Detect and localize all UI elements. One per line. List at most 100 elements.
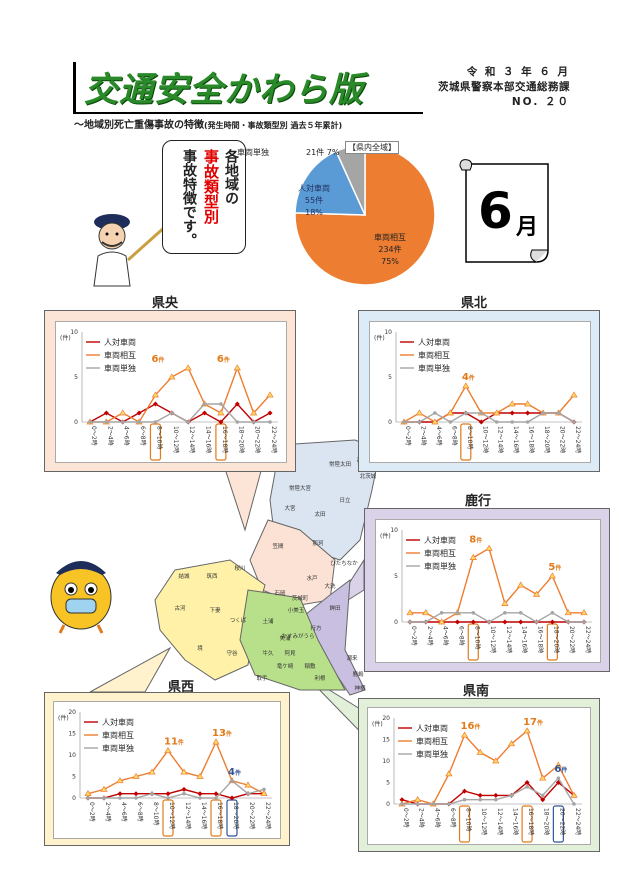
y-tick-label: 5	[388, 374, 392, 381]
data-point	[438, 618, 446, 625]
data-point	[170, 411, 174, 415]
data-point	[582, 620, 586, 624]
x-tick-label: 12～14時	[505, 626, 513, 653]
data-point	[454, 619, 460, 625]
y-tick-label: 10	[384, 329, 392, 336]
data-point	[400, 802, 404, 806]
data-point	[166, 796, 170, 800]
legend-label: 車両単独	[424, 561, 456, 571]
peak-annotation: 6件	[554, 764, 567, 775]
y-tick-label: 0	[394, 619, 398, 626]
x-tick-label: 0～2時	[90, 426, 98, 446]
peak-annotation: 8件	[469, 534, 482, 545]
data-point	[134, 796, 138, 800]
data-point	[503, 611, 507, 615]
data-point	[152, 401, 158, 407]
month-suffix: 月	[515, 215, 538, 240]
month-scroll: 6 月	[459, 159, 549, 263]
data-point	[431, 418, 439, 425]
data-point	[168, 373, 176, 380]
map-label: 鹿嶋	[352, 670, 364, 678]
data-point	[502, 619, 508, 625]
pie-label-pedestrian: 人対車両 55件 18%	[298, 183, 330, 219]
data-point	[550, 611, 555, 615]
highlight-box	[210, 799, 222, 837]
data-point	[182, 791, 186, 796]
map-label: つくば	[230, 616, 247, 624]
issue-date: 令 和 ３ 年 ６ 月	[466, 66, 570, 78]
data-point	[267, 410, 273, 416]
x-tick-label: 4～6時	[120, 802, 128, 822]
data-point	[417, 420, 422, 424]
x-tick-label: 8～10時	[152, 802, 160, 825]
pie-label-single-count: 21件	[306, 148, 325, 157]
map-label: 下妻	[209, 606, 221, 614]
data-point	[102, 796, 106, 800]
y-tick-label: 0	[388, 419, 392, 426]
panel-kennan: (件) 0 5 10 15 20 0～2時 2～4時 4～6時 6～8時 8～10時 10～12時 12…	[358, 698, 600, 852]
highlight-box	[458, 805, 471, 843]
pie-label-mutual-name: 車両相互	[374, 233, 406, 242]
x-tick-label: 2～4時	[104, 802, 112, 822]
map-label: 日立	[339, 496, 351, 504]
y-unit: (件)	[60, 334, 71, 342]
data-point	[196, 772, 204, 779]
data-point	[84, 790, 92, 797]
x-tick-label: 0～2時	[88, 802, 96, 822]
map-label: 常陸太田	[329, 460, 351, 468]
x-tick-label: 12～14時	[184, 802, 192, 829]
series-line	[401, 781, 575, 805]
map-label: 取手	[256, 674, 268, 682]
data-point	[460, 731, 469, 738]
data-point	[262, 787, 266, 792]
data-point	[229, 795, 235, 801]
data-point	[462, 382, 470, 389]
x-tick-label: 6～8時	[450, 426, 458, 446]
x-tick-label: 22～24時	[270, 426, 278, 453]
x-tick-label: 6～8時	[449, 808, 457, 828]
mascot-illustration	[50, 561, 112, 634]
legend-label: 車両単独	[418, 363, 450, 373]
data-point	[431, 802, 436, 806]
data-point	[233, 364, 241, 371]
data-point	[422, 609, 430, 616]
pie-label-mutual: 車両相互 234件 75%	[374, 232, 406, 268]
data-point	[532, 590, 541, 597]
data-point	[202, 402, 207, 406]
highlight-box	[552, 805, 564, 843]
data-point	[518, 611, 523, 615]
data-point	[219, 402, 223, 406]
pie-label-single-pct: 7%	[326, 148, 340, 157]
map-label: かすみがうら	[281, 632, 314, 640]
x-tick-label: 12～14時	[188, 426, 196, 453]
data-point	[214, 796, 218, 800]
data-point	[524, 400, 532, 407]
map-label: 大宮	[284, 504, 296, 512]
data-point	[572, 420, 576, 424]
data-point	[549, 619, 555, 625]
data-point	[556, 411, 561, 415]
data-point	[120, 420, 125, 424]
x-tick-label: 22～24時	[264, 802, 272, 829]
y-tick-label: 20	[382, 715, 390, 722]
highlight-box	[162, 799, 174, 837]
map-label: 茨城町	[292, 594, 309, 602]
data-point	[235, 420, 240, 424]
legend-label: 車両相互	[102, 730, 134, 740]
data-point	[445, 770, 453, 777]
x-tick-label: 0～2時	[402, 808, 410, 828]
map-label: 北茨城	[360, 472, 377, 480]
map-label: 水戸	[306, 574, 318, 582]
subtitle-note: (発生時間・事故類型別 過去５年累計)	[204, 121, 343, 130]
data-point	[218, 419, 224, 425]
data-point	[251, 420, 256, 424]
legend-label: 車両単独	[102, 743, 134, 753]
x-tick-label: 10～12時	[489, 626, 497, 653]
map-label: 太田	[314, 510, 325, 518]
map-label: 利根	[314, 674, 326, 682]
legend-label: 人対車両	[418, 337, 450, 347]
y-tick-label: 5	[72, 774, 76, 781]
x-tick-label: 20～22時	[568, 626, 576, 653]
x-tick-label: 2～4時	[426, 626, 434, 646]
data-point	[556, 776, 561, 780]
